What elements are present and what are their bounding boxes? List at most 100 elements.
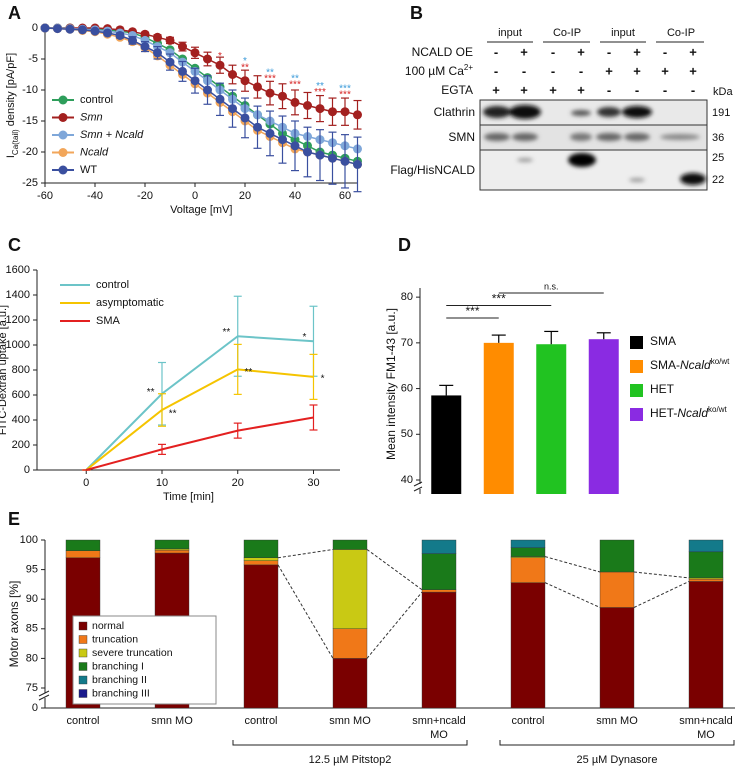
annotation: * — [321, 373, 325, 384]
marker — [315, 150, 325, 160]
connector — [544, 556, 601, 573]
bar-segment — [332, 628, 368, 659]
marker — [203, 54, 212, 64]
unit-label: kDa — [713, 86, 733, 98]
band — [624, 133, 650, 141]
y-tick-label: 0 — [32, 702, 38, 714]
marker — [328, 153, 337, 163]
error-bar — [491, 334, 506, 343]
connector — [544, 582, 601, 608]
y-tick-label: 75 — [26, 682, 38, 694]
text-part: EGTA — [441, 83, 473, 97]
y-tick-label: 800 — [12, 364, 30, 376]
marker — [103, 28, 112, 38]
marker — [278, 91, 287, 101]
y-tick-label: 0 — [32, 22, 38, 34]
connector — [277, 564, 334, 659]
band-label: SMN — [448, 130, 475, 144]
significance-label: *** — [465, 304, 479, 318]
sign: + — [689, 63, 697, 78]
annotation: ** — [147, 387, 155, 398]
bar-segment — [688, 539, 724, 553]
legend-swatch — [630, 384, 643, 397]
x-tick-label: control — [511, 715, 544, 727]
marker — [303, 147, 312, 157]
column-header: input — [611, 27, 635, 39]
error-bar — [544, 330, 559, 345]
band — [509, 105, 541, 119]
y-tick-label: 600 — [12, 389, 30, 401]
bar — [483, 342, 514, 494]
text-part: ko/wt — [711, 357, 730, 366]
band — [517, 158, 533, 162]
text-part: HET — [650, 382, 675, 396]
annotation: *** — [339, 83, 351, 94]
sign: + — [633, 44, 641, 59]
x-tick-label: smn+ncald — [679, 715, 733, 727]
band — [660, 134, 700, 140]
axis-break — [38, 690, 50, 697]
bar — [588, 339, 619, 494]
sign: - — [691, 82, 695, 97]
band — [622, 106, 652, 118]
x-tick-label: 0 — [192, 190, 198, 202]
marker — [228, 104, 237, 114]
legend-label: normal — [92, 620, 124, 632]
kda-label: 36 — [712, 132, 724, 144]
bar-segment — [599, 571, 635, 608]
group-label: 12.5 µM Pitstop2 — [309, 754, 392, 766]
sign: + — [577, 44, 585, 59]
y-tick-label: -15 — [22, 115, 38, 127]
marker — [153, 48, 162, 58]
y-tick-label: 200 — [12, 439, 30, 451]
legend-swatch — [78, 675, 88, 685]
marker — [253, 82, 262, 92]
x-tick-label: 30 — [307, 477, 319, 489]
marker — [253, 122, 262, 132]
legend-marker — [58, 165, 68, 175]
row-label: NCALD OE — [412, 45, 473, 59]
bar-segment — [599, 539, 635, 573]
legend-swatch — [630, 336, 643, 349]
legend-label: asymptomatic — [96, 297, 164, 309]
bar-segment — [421, 589, 457, 593]
sign: + — [689, 44, 697, 59]
axis-break — [413, 481, 423, 487]
annotation: ** — [291, 73, 299, 84]
bar-segment — [332, 549, 368, 629]
marker — [203, 85, 212, 95]
x-tick-label: control — [244, 715, 277, 727]
marker — [53, 24, 62, 34]
sign: - — [551, 44, 555, 59]
y-tick-label: 0 — [24, 464, 30, 476]
x-tick-label: 20 — [239, 190, 251, 202]
panel-label: B — [410, 3, 423, 23]
legend-label: SMA — [96, 315, 121, 327]
text-part: HET- — [650, 406, 677, 420]
x-tick-label: MO — [697, 729, 715, 741]
marker — [178, 42, 187, 52]
x-tick-label: smn MO — [596, 715, 638, 727]
bar-segment — [332, 658, 368, 709]
annotation: ** — [316, 81, 324, 92]
legend-swatch — [78, 689, 88, 698]
legend-label: SMA-Ncaldko/wt — [650, 357, 730, 373]
row-label: 100 µM Ca2+ — [405, 63, 473, 79]
text-part: density [pA/pF] — [5, 53, 17, 129]
x-tick-label: smn+ncald — [412, 715, 466, 727]
marker — [315, 104, 325, 114]
sign: - — [494, 44, 498, 59]
panel-label: C — [8, 235, 21, 255]
marker — [340, 107, 350, 117]
legend-label: branching III — [92, 687, 150, 699]
legend-label: Smn — [80, 111, 103, 123]
x-tick-label: -60 — [37, 190, 53, 202]
marker — [140, 35, 150, 45]
legend-box — [72, 615, 217, 705]
marker — [153, 32, 162, 42]
panel-label: D — [398, 235, 411, 255]
legend-swatch — [78, 635, 88, 644]
x-tick-label: smn MO — [151, 715, 193, 727]
sign: + — [520, 44, 528, 59]
bar-segment — [332, 539, 368, 550]
